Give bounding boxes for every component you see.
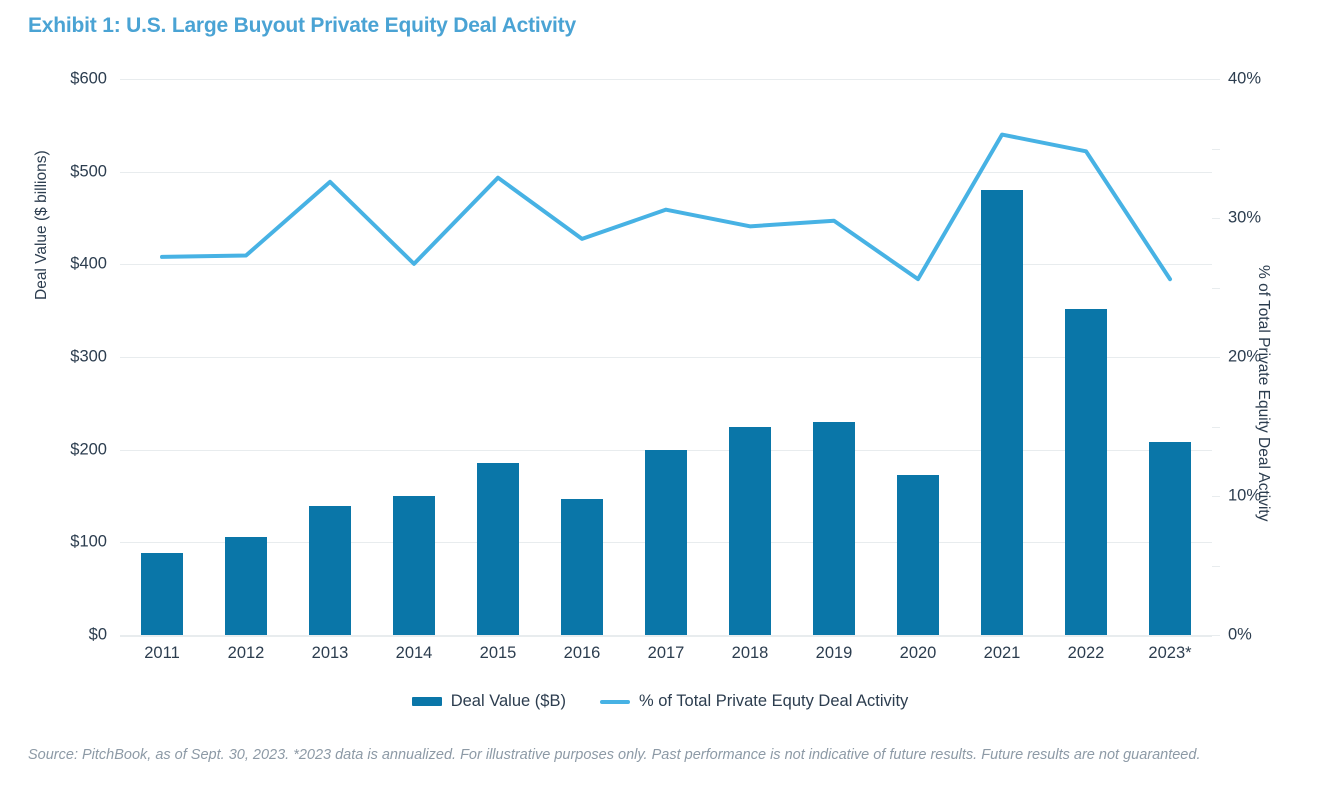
left-axis-tick-label: $500 bbox=[70, 162, 107, 181]
legend-item[interactable]: Deal Value ($B) bbox=[411, 692, 566, 711]
x-axis-tick-label: 2019 bbox=[815, 644, 853, 662]
right-axis-tick-label: 40% bbox=[1228, 69, 1262, 88]
right-axis-tick-mark bbox=[1212, 79, 1220, 80]
right-axis-tick-mark bbox=[1212, 148, 1220, 150]
right-axis-tick-mark bbox=[1212, 287, 1220, 289]
bar bbox=[225, 536, 267, 635]
bar bbox=[897, 474, 939, 635]
line-swatch-icon bbox=[599, 699, 630, 704]
source-note: Source: PitchBook, as of Sept. 30, 2023.… bbox=[28, 747, 1201, 763]
left-axis-title: Deal Value ($ billions) bbox=[33, 150, 50, 300]
right-axis-tick-label: 0% bbox=[1228, 625, 1252, 644]
x-axis-tick-label: 2013 bbox=[311, 644, 349, 662]
left-axis-tick-label: $400 bbox=[70, 254, 107, 273]
x-axis-tick-label: 2017 bbox=[647, 644, 685, 662]
left-axis-tick-label: $600 bbox=[70, 69, 107, 88]
gridline bbox=[120, 171, 1212, 173]
x-axis-tick-label: 2018 bbox=[731, 644, 769, 662]
bar bbox=[981, 190, 1023, 635]
right-axis-tick-mark bbox=[1212, 565, 1220, 567]
x-axis-tick-label: 2014 bbox=[395, 644, 433, 662]
right-axis-tick-mark bbox=[1212, 218, 1220, 219]
bar bbox=[141, 553, 183, 635]
gridline bbox=[120, 357, 1212, 358]
bar bbox=[309, 506, 351, 635]
x-axis-tick-label: 2021 bbox=[983, 644, 1021, 662]
x-axis-tick-label: 2016 bbox=[563, 644, 601, 662]
gridline bbox=[120, 264, 1212, 266]
bar bbox=[477, 462, 519, 635]
legend-label: Deal Value ($B) bbox=[450, 692, 566, 710]
bar bbox=[1065, 308, 1107, 635]
plot-area: $0 $100 $200 $300 $400 $500 $600 0% 10% 20% 30% 40… bbox=[70, 70, 1261, 663]
bar bbox=[729, 427, 771, 635]
right-axis-title: % of Total Private Equity Deal Activity bbox=[1255, 265, 1272, 522]
bar bbox=[813, 421, 855, 635]
legend-item[interactable]: % of Total Private Equty Deal Activity bbox=[599, 692, 909, 711]
gridline bbox=[120, 79, 1212, 80]
bar bbox=[1149, 442, 1191, 635]
line-path bbox=[160, 132, 1172, 282]
right-axis-tick-label: 30% bbox=[1228, 208, 1262, 227]
gridline bbox=[120, 635, 1212, 637]
right-axis-tick-label: 20% bbox=[1228, 347, 1262, 366]
right-axis-tick-mark bbox=[1212, 635, 1220, 636]
left-axis-tick-label: $300 bbox=[70, 347, 107, 366]
x-axis-tick-label: 2012 bbox=[227, 644, 265, 662]
x-axis-tick-label: 2022 bbox=[1067, 644, 1105, 662]
bar bbox=[393, 496, 435, 635]
bar bbox=[645, 449, 687, 635]
right-axis-tick-mark bbox=[1212, 357, 1220, 358]
bar bbox=[561, 498, 603, 635]
right-axis-tick-label: 10% bbox=[1228, 486, 1262, 505]
x-axis-tick-label: 2020 bbox=[899, 644, 937, 662]
x-axis-tick-label: 2023* bbox=[1148, 644, 1192, 662]
bar-swatch-icon bbox=[411, 697, 442, 706]
left-axis-tick-label: $100 bbox=[70, 532, 107, 551]
left-axis-tick-label: $200 bbox=[70, 440, 107, 459]
page-title: Exhibit 1: U.S. Large Buyout Private Equ… bbox=[28, 14, 576, 37]
line-series bbox=[160, 132, 1172, 282]
chart-legend: Deal Value ($B) % of Total Private Equty … bbox=[0, 692, 1320, 711]
right-axis-tick-mark bbox=[1212, 496, 1220, 497]
x-axis-tick-label: 2015 bbox=[479, 644, 517, 662]
left-axis-tick-label: $0 bbox=[88, 625, 107, 644]
right-axis-tick-mark bbox=[1212, 426, 1220, 428]
x-axis-tick-label: 2011 bbox=[144, 644, 180, 662]
legend-label: % of Total Private Equty Deal Activity bbox=[638, 692, 909, 710]
